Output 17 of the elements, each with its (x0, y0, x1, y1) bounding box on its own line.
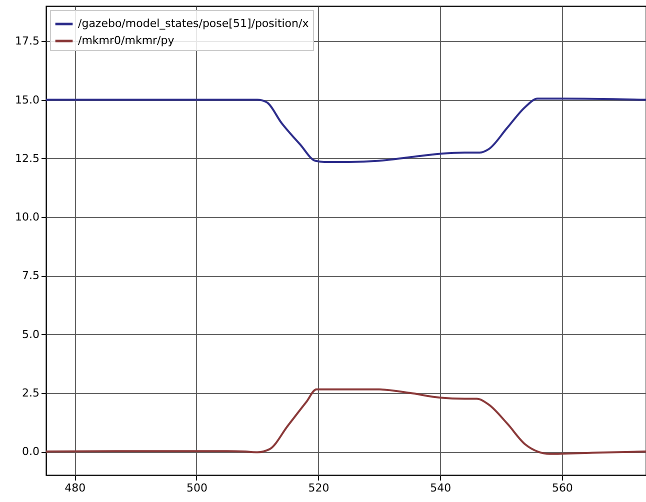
legend-label: /gazebo/model_states/pose[51]/position/x (78, 17, 310, 30)
y-tick-label: 5.0 (22, 328, 40, 341)
y-tick-label: 15.0 (15, 93, 40, 106)
line-series (46, 98, 646, 163)
x-tick-label: 520 (308, 482, 330, 494)
y-tick-label: 2.5 (22, 386, 40, 400)
y-tick-label: 0.0 (22, 445, 40, 458)
x-tick-label: 540 (430, 482, 452, 494)
legend-label: /mkmr0/mkmr/py (78, 34, 175, 47)
y-tick-label: 7.5 (22, 269, 40, 282)
y-tick-label: 17.5 (15, 34, 40, 48)
x-tick-label: 480 (64, 482, 86, 494)
y-tick-label: 12.5 (15, 152, 40, 165)
line-series (46, 388, 646, 455)
y-tick-label: 10.0 (15, 210, 40, 224)
x-tick-label: 560 (552, 482, 573, 494)
x-tick-label: 500 (186, 482, 208, 494)
